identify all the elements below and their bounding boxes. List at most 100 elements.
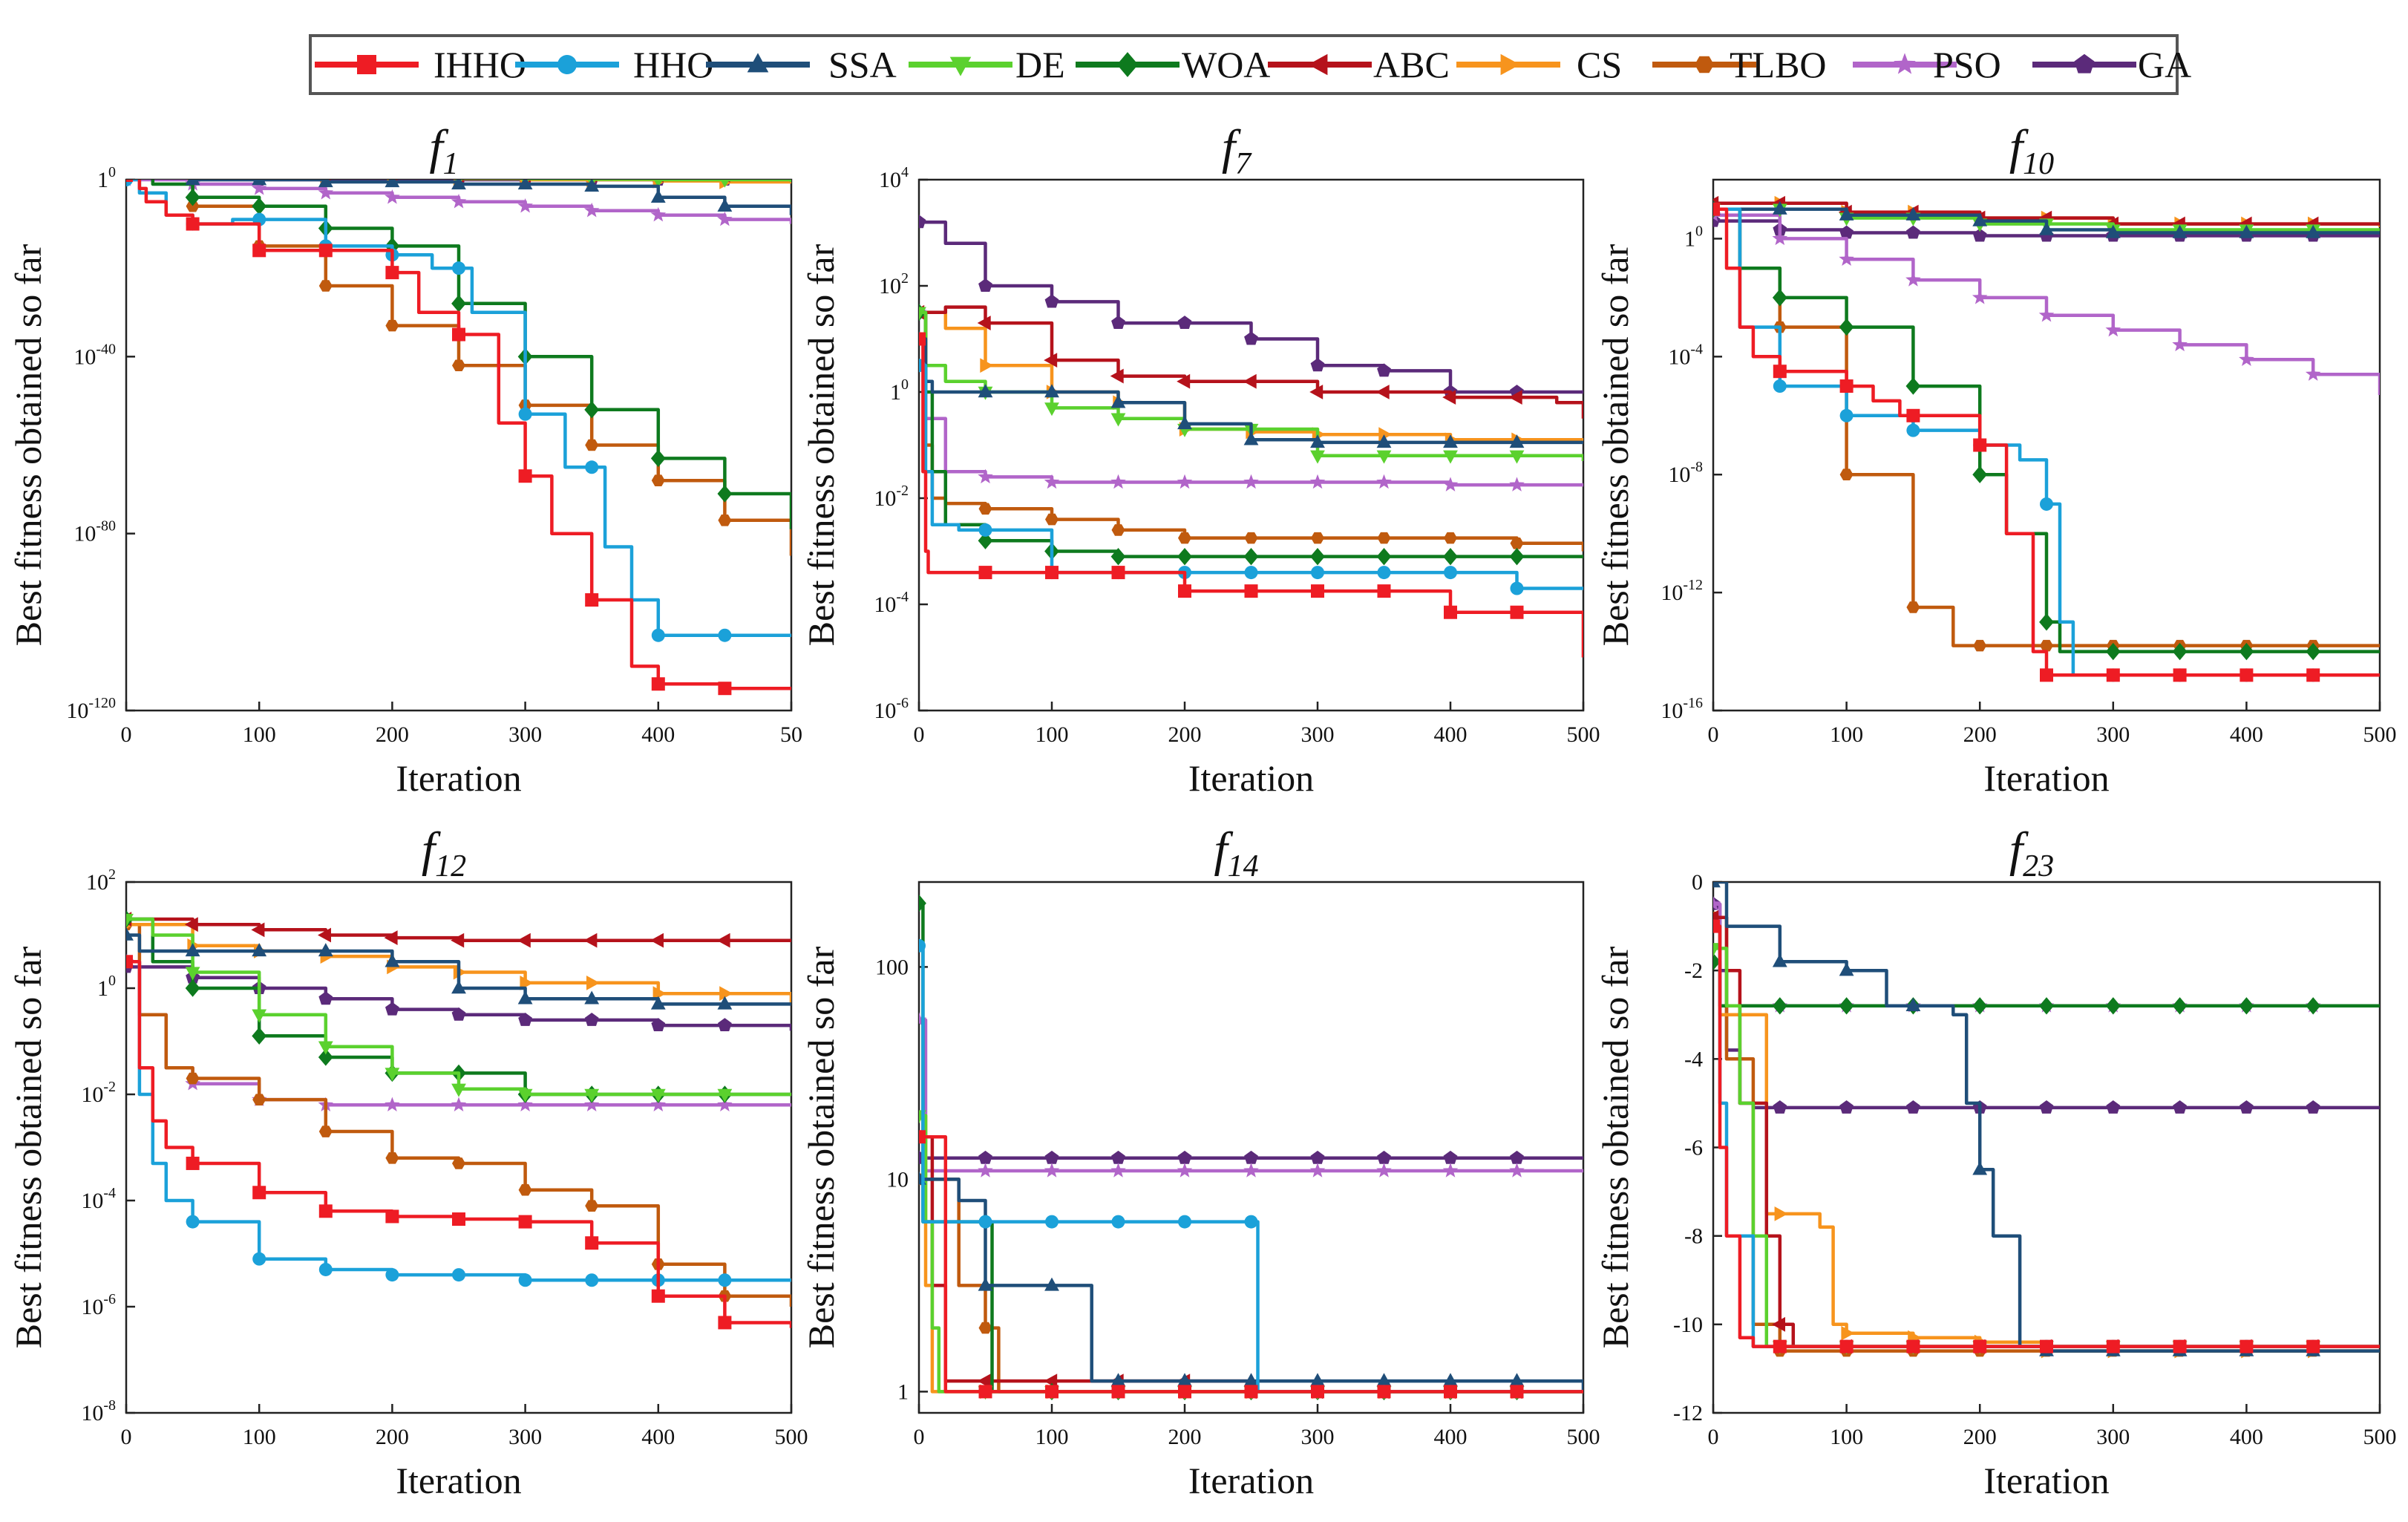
panel-f1: f1 Iteration Best fitness obtained so far 0…	[7, 120, 802, 799]
data-point-abc	[1442, 390, 1456, 405]
data-point-ssa	[978, 1277, 993, 1291]
data-point-ssa	[1110, 1373, 1126, 1387]
data-point-ssa	[1839, 206, 1854, 221]
data-point-pso	[717, 1097, 733, 1112]
legend-item-pso: PSO	[1853, 44, 2001, 85]
data-point-ssa	[1243, 1373, 1259, 1387]
series-ssa	[126, 180, 791, 215]
data-point-abc	[583, 933, 598, 948]
data-point-ssa	[1376, 434, 1392, 448]
data-point-ssa	[318, 180, 333, 188]
data-point-ihho	[2239, 668, 2254, 682]
series-ihho	[919, 332, 1583, 658]
data-point-ihho	[126, 955, 133, 969]
y-tick-base: -8	[1684, 1224, 1703, 1249]
y-tick-exponent: -40	[96, 341, 116, 357]
y-tick-base: 10	[86, 870, 108, 895]
y-tick-label: 10-40	[73, 341, 116, 369]
data-point-pso	[451, 1097, 467, 1112]
legend-label: DE	[1015, 44, 1065, 85]
data-point-ihho	[718, 1316, 732, 1330]
data-point-ga	[1443, 1150, 1458, 1164]
data-point-tlbo	[318, 1126, 333, 1137]
y-tick-base: 10	[73, 522, 96, 546]
data-point-ihho	[318, 244, 333, 258]
series-pso	[919, 1012, 1583, 1178]
series-line-woa	[919, 901, 1583, 1394]
plot-frame	[917, 881, 1585, 1414]
data-point-ssa	[1243, 431, 1259, 445]
y-tick-label: 102	[86, 866, 116, 895]
x-tick-label: 200	[1168, 1425, 1202, 1449]
series-line-pso	[919, 1018, 1583, 1173]
legend-item-ihho: IHHO	[315, 44, 526, 85]
data-point-woa	[717, 485, 733, 503]
data-point-pso	[583, 202, 600, 218]
y-tick-label: 1	[897, 1379, 909, 1404]
data-point-abc	[650, 933, 664, 948]
series-ssa	[1713, 200, 2380, 238]
legend-item-de: DE	[909, 44, 1065, 85]
legend-item-hho: HHO	[515, 44, 713, 85]
y-tick-base: 100	[875, 955, 909, 979]
y-tick-label: 104	[879, 164, 909, 192]
data-point-abc	[1177, 373, 1191, 389]
data-point-de	[252, 1009, 267, 1023]
legend-marker-diamond	[1116, 52, 1139, 77]
data-point-ihho	[2173, 668, 2187, 682]
x-tick-label: 300	[2096, 1425, 2130, 1449]
data-point-tlbo	[1444, 532, 1457, 544]
data-point-pso	[2305, 366, 2321, 381]
data-point-ssa	[1310, 434, 1325, 448]
data-point-ga	[978, 278, 992, 293]
data-point-ssa	[252, 180, 267, 186]
y-tick-label: 10-4	[81, 1185, 116, 1213]
y-tick-base: 10	[1668, 463, 1690, 487]
series-ssa	[919, 330, 1583, 448]
data-point-woa	[252, 1027, 267, 1045]
y-tick-base: 10	[81, 1401, 103, 1425]
data-point-tlbo	[385, 319, 399, 332]
data-point-ssa	[185, 943, 200, 957]
data-point-ga	[978, 1150, 992, 1164]
series-tlbo	[1713, 911, 2380, 1357]
data-point-ihho	[252, 244, 266, 258]
data-point-ssa	[650, 189, 666, 203]
data-point-ssa	[1110, 394, 1126, 408]
y-tick-label: 10-120	[66, 695, 116, 723]
data-point-ihho	[452, 327, 465, 342]
y-tick-base: 10	[874, 486, 896, 511]
data-point-woa	[1443, 547, 1458, 566]
data-point-ssa	[1509, 1373, 1525, 1387]
data-point-abc	[517, 933, 531, 948]
data-point-ihho	[186, 217, 200, 231]
data-point-hho	[318, 1262, 333, 1276]
y-tick-label: 10	[1684, 223, 1703, 251]
y-tick-exponent: 4	[901, 164, 909, 180]
y-tick-label: 10-8	[1668, 459, 1703, 487]
data-point-ihho	[2106, 668, 2120, 682]
x-tick-label: 100	[1035, 722, 1069, 747]
x-tick-label: 0	[121, 722, 132, 747]
legend-marker-circle	[557, 55, 577, 74]
legend-marker-triangle-right	[1500, 53, 1520, 76]
y-axis-label: Best fitness obtained so far	[800, 244, 842, 646]
data-point-ssa	[1443, 1373, 1458, 1387]
data-point-ssa	[717, 197, 733, 212]
y-tick-label: 10	[890, 376, 909, 405]
series-ihho	[126, 955, 791, 1330]
series-woa	[126, 180, 791, 529]
x-axis-label: Iteration	[1188, 1460, 1314, 1501]
data-point-pso	[1839, 251, 1854, 266]
data-point-pso	[2038, 307, 2055, 322]
panel-title-subscript: 1	[443, 147, 459, 181]
data-point-ga	[1377, 1150, 1391, 1164]
data-point-pso	[583, 1097, 600, 1112]
y-tick-exponent: -16	[1683, 695, 1703, 711]
legend-item-abc: ABC	[1268, 44, 1450, 85]
data-point-pso	[1243, 1163, 1259, 1178]
series-cs	[1713, 921, 2380, 1359]
data-point-woa	[1839, 318, 1854, 336]
data-point-ssa	[1044, 384, 1059, 398]
data-point-ihho	[1444, 1385, 1457, 1399]
